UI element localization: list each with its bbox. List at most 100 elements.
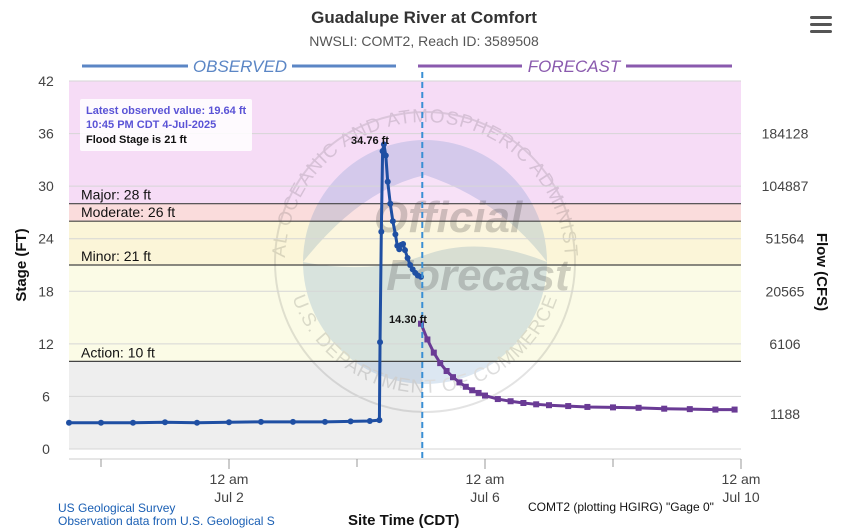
forecast-data-point <box>482 392 488 399</box>
moderate-band <box>69 203 741 222</box>
forecast-data-point <box>731 406 738 413</box>
hamburger-menu-icon-bar <box>810 30 832 33</box>
threshold-lines: Action: 10 ft Minor: 21 ft Moderate: 26 ft… <box>69 187 741 362</box>
forecast-data-point <box>456 379 463 386</box>
y-tick-label: 12 <box>38 336 54 352</box>
info-latest-value: Latest observed value: 19.64 ft <box>86 105 247 117</box>
y-axis-title: Stage (FT) <box>13 228 30 301</box>
forecast-data-point <box>494 396 501 403</box>
forecast-data-point <box>450 374 456 381</box>
section-legend: OBSERVED FORECAST <box>82 57 732 76</box>
observed-data-point <box>162 419 168 426</box>
info-box: Latest observed value: 19.64 ft 10:45 PM… <box>80 99 252 151</box>
y2-axis-title: Flow (CFS) <box>813 233 830 311</box>
y-tick-label: 36 <box>38 126 54 142</box>
observed-data-point <box>376 417 383 424</box>
observed-data-point <box>66 419 72 426</box>
flood-category-bands <box>69 81 741 449</box>
chart-axes: 0 6 12 18 24 30 36 42 1188 6106 20565 51564 104887 18… <box>38 73 808 505</box>
x-tick-label: 12 am <box>722 471 761 487</box>
chart-series <box>66 141 738 426</box>
y-tick-label: 30 <box>38 178 54 194</box>
observed-data-point <box>380 141 387 148</box>
y-tick-label: 42 <box>38 73 54 89</box>
observed-data-point <box>404 254 411 261</box>
forecast-data-point <box>635 404 642 411</box>
info-latest-time: 10:45 PM CDT 4-Jul-2025 <box>86 119 216 131</box>
forecast-data-point <box>520 400 527 406</box>
forecast-data-point <box>430 349 437 356</box>
info-flood-stage: Flood Stage is 21 ft <box>86 134 187 146</box>
observed-data-point <box>400 240 407 247</box>
y-tick-label: 24 <box>38 231 54 247</box>
observed-data-point <box>377 339 384 346</box>
forecast-data-point <box>610 404 616 411</box>
x-tick-date-label: Jul 2 <box>214 489 244 505</box>
forecast-data-point <box>584 403 591 410</box>
observed-data-point <box>407 262 414 268</box>
forecast-data-point <box>661 405 668 412</box>
info-box-background <box>80 99 252 151</box>
watermark-official: Official <box>374 193 523 242</box>
threshold-label-action: Action: 10 ft <box>81 344 155 360</box>
observed-data-point <box>387 200 394 207</box>
observed-data-point <box>378 228 385 235</box>
forecast-data-point <box>507 398 514 405</box>
y-tick-label: 18 <box>38 283 54 299</box>
forecast-data-point <box>533 401 540 408</box>
observed-data-point <box>389 218 396 225</box>
y-tick-label: 0 <box>42 441 50 457</box>
forecast-data-point <box>469 387 476 394</box>
observed-data-point <box>226 419 232 426</box>
plotting-note: COMT2 (plotting HGIRG) "Gage 0" <box>528 500 714 514</box>
observed-data-point <box>366 417 373 424</box>
y2-tick-label: 184128 <box>762 126 809 142</box>
y2-tick-label: 1188 <box>770 406 800 422</box>
forecast-data-point <box>475 389 482 396</box>
threshold-label-moderate: Moderate: 26 ft <box>81 204 175 220</box>
x-axis-title: Site Time (CDT) <box>348 512 460 529</box>
y2-tick-label: 104887 <box>762 178 809 194</box>
forecast-data-point <box>424 336 431 343</box>
forecast-legend-label: FORECAST <box>528 57 622 76</box>
chart-grid <box>69 80 741 450</box>
forecast-data-point <box>565 403 572 410</box>
forecast-data-point <box>546 402 552 409</box>
observed-data-point <box>347 418 354 425</box>
forecast-data-point <box>443 368 450 375</box>
official-forecast-watermark: Official Forecast <box>374 193 572 300</box>
chart-menu-button[interactable] <box>810 16 832 36</box>
y2-tick-label: 6106 <box>769 336 800 352</box>
x-tick-label: 12 am <box>210 471 249 487</box>
observed-data-point <box>382 152 389 159</box>
y-tick-label: 6 <box>42 388 50 404</box>
threshold-label-minor: Minor: 21 ft <box>81 248 151 264</box>
noaa-logo-circle <box>274 111 576 413</box>
observed-data-point <box>379 148 386 155</box>
forecast-start-annotation: 14.30 ft <box>389 314 427 326</box>
action-band <box>69 265 741 362</box>
forecast-data-point <box>418 320 424 327</box>
forecast-data-point <box>686 406 693 413</box>
x-tick-label: 12 am <box>466 471 505 487</box>
observed-data-point <box>384 178 391 185</box>
observed-data-point <box>194 419 200 426</box>
noaa-logo-inner <box>303 140 547 384</box>
hamburger-menu-icon-bar <box>810 23 832 26</box>
hydrograph-chart: Guadalupe River at Comfort NWSLI: COMT2,… <box>0 0 830 505</box>
observed-data-point <box>130 419 136 426</box>
observed-data-point <box>392 231 399 238</box>
observed-data-point <box>290 418 296 425</box>
forecast-data-point <box>437 360 444 367</box>
usgs-credit-link-2[interactable]: Observation data from U.S. Geological S <box>58 514 275 528</box>
hamburger-menu-icon <box>810 16 832 19</box>
y2-tick-label: 20565 <box>766 283 805 299</box>
chart-subtitle: NWSLI: COMT2, Reach ID: 3589508 <box>309 33 539 49</box>
peak-annotation: 34.76 ft <box>351 135 389 147</box>
observed-legend-label: OBSERVED <box>193 57 287 76</box>
observed-data-point <box>402 247 408 254</box>
chart-title: Guadalupe River at Comfort <box>311 8 537 27</box>
usgs-credit-link[interactable]: US Geological Survey <box>58 501 176 515</box>
y2-tick-label: 51564 <box>766 231 805 247</box>
x-tick-date-label: Jul 6 <box>470 489 500 505</box>
